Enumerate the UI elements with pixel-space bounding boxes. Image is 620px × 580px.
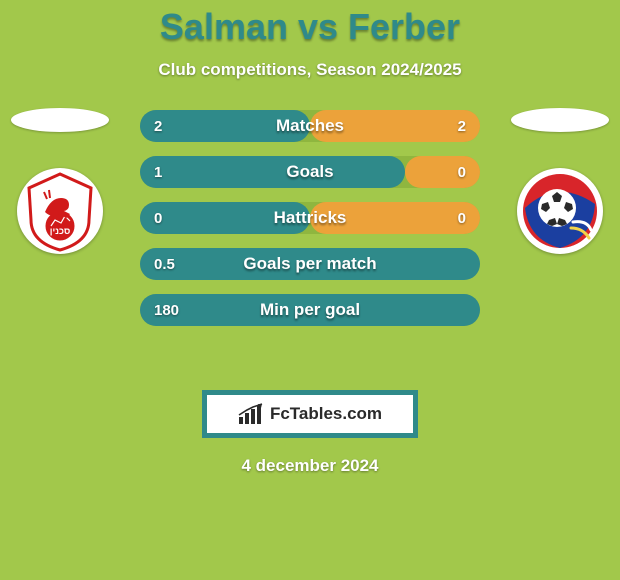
stat-value-right: 2 [458,118,466,135]
club-badge-left-icon: סכנין [17,168,103,254]
stat-value-right: 0 [458,164,466,181]
club-badge-right-icon [517,168,603,254]
stat-value-left: 2 [154,118,162,135]
page-title: Salman vs Ferber [0,0,620,48]
subtitle: Club competitions, Season 2024/2025 [0,60,620,80]
player-right-club-badge [517,168,603,254]
player-left-club-badge: סכנין [17,168,103,254]
stats-list: 22Matches10Goals00Hattricks0.5Goals per … [140,110,480,326]
content-area: סכנין [0,110,620,370]
branding-text: FcTables.com [270,404,382,424]
player-left-avatar [11,108,109,132]
stat-value-left: 1 [154,164,162,181]
stat-bar-left [140,202,310,234]
stat-bar-left [140,110,310,142]
stat-bar-right [405,156,480,188]
stat-row: 0.5Goals per match [140,248,480,280]
comparison-card: Salman vs Ferber Club competitions, Seas… [0,0,620,580]
stat-bar-right [310,202,480,234]
stat-row: 180Min per goal [140,294,480,326]
stat-row: 10Goals [140,156,480,188]
svg-text:סכנין: סכנין [50,226,71,236]
stat-bar-right [310,110,480,142]
bars-trend-icon [238,403,264,425]
branding-box: FcTables.com [202,390,418,438]
stat-value-left: 180 [154,302,179,319]
player-right-avatar [511,108,609,132]
player-left-column: סכנין [0,100,120,254]
stat-value-left: 0 [154,210,162,227]
stat-bar-left [140,248,480,280]
stat-bar-left [140,156,405,188]
stat-row: 00Hattricks [140,202,480,234]
stat-bar-left [140,294,480,326]
player-right-column [500,100,620,254]
stat-row: 22Matches [140,110,480,142]
stat-value-right: 0 [458,210,466,227]
stat-value-left: 0.5 [154,256,175,273]
date-text: 4 december 2024 [0,456,620,476]
